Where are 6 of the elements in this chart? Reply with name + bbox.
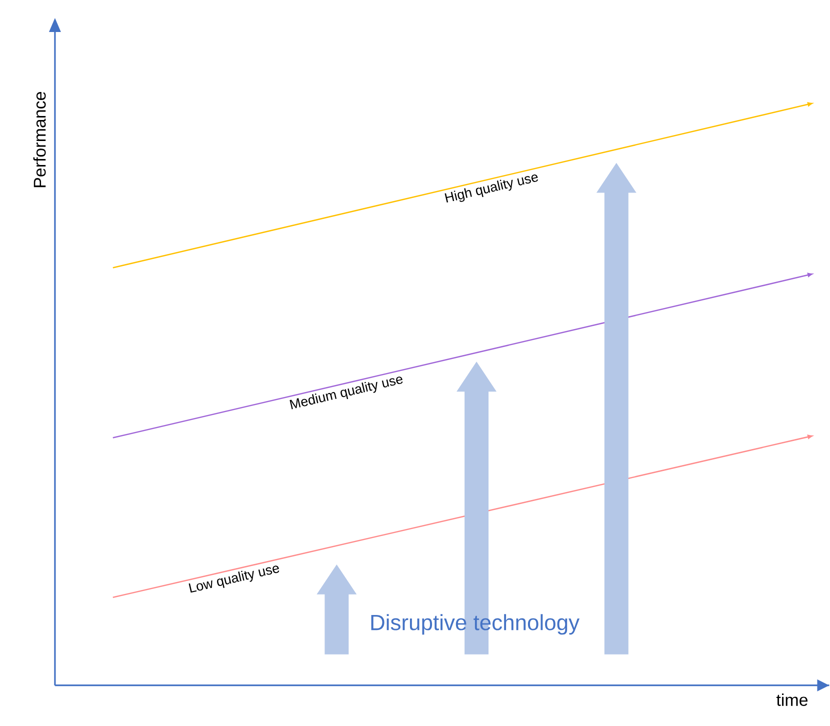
- x-axis-title: time: [776, 693, 808, 706]
- annotation: Disruptive technology: [371, 614, 580, 634]
- text: Medium quality use: [290, 376, 403, 410]
- y-axis-title: Performance: [33, 92, 46, 187]
- text: High quality use: [444, 174, 538, 202]
- text: Low quality use: [188, 566, 280, 593]
